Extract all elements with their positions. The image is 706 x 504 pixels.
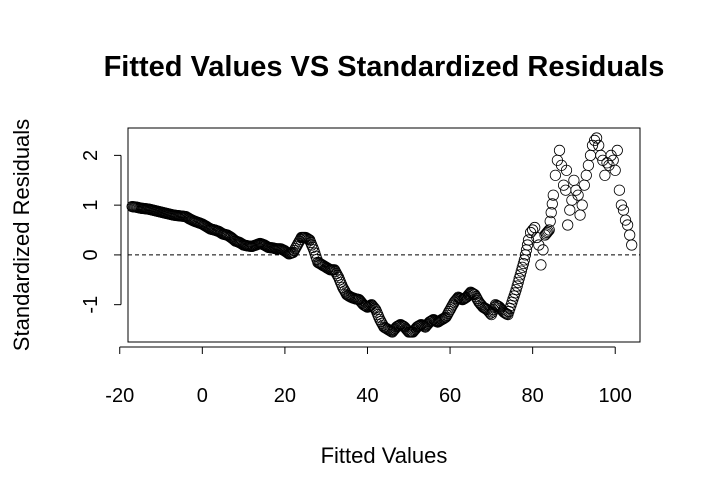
data-point — [601, 157, 613, 169]
data-point — [412, 320, 424, 332]
data-point — [590, 132, 603, 144]
data-point — [541, 226, 553, 239]
y-axis: -1 0 1 2 — [80, 150, 122, 314]
x-tick-label: 100 — [599, 385, 632, 407]
data-point — [586, 139, 599, 151]
data-point — [366, 300, 379, 312]
data-point — [515, 265, 527, 277]
x-tick-label: 40 — [356, 385, 378, 407]
data-point — [599, 169, 611, 181]
data-point — [566, 194, 578, 206]
data-point — [562, 219, 574, 231]
data-point — [511, 280, 523, 292]
data-point — [576, 199, 588, 211]
data-point — [574, 209, 586, 221]
data-point — [609, 164, 621, 176]
data-point — [624, 229, 636, 241]
data-point — [611, 144, 623, 156]
data-point — [564, 204, 576, 216]
data-point — [578, 179, 590, 191]
data-point — [545, 207, 557, 219]
x-tick-label: -20 — [105, 385, 134, 407]
data-point — [439, 312, 451, 324]
data-point — [546, 198, 558, 210]
data-point — [521, 239, 534, 251]
data-point — [301, 233, 314, 245]
data-point — [543, 224, 555, 236]
chart-title: Fitted Values VS Standardized Residuals — [104, 51, 665, 83]
data-point — [370, 304, 382, 316]
data-point — [615, 199, 628, 211]
data-point — [553, 144, 566, 156]
data-point — [537, 244, 549, 256]
y-axis-label: Standardized Residuals — [9, 119, 34, 351]
data-point — [613, 184, 626, 196]
x-tick-label: 0 — [197, 385, 208, 407]
data-point — [306, 239, 318, 251]
x-tick-label: 60 — [439, 385, 461, 407]
data-point — [363, 300, 376, 312]
data-point — [540, 228, 552, 240]
data-point — [568, 174, 580, 186]
data-point — [450, 294, 462, 306]
data-point — [544, 215, 556, 227]
data-point — [522, 234, 535, 246]
data-point — [549, 169, 562, 181]
data-point — [572, 189, 584, 201]
data-point — [461, 290, 474, 302]
data-point — [512, 276, 524, 288]
data-point — [484, 307, 496, 319]
x-tick-label: 80 — [522, 385, 544, 407]
x-axis: -20 0 20 40 60 80 100 — [105, 346, 632, 407]
data-point — [626, 239, 638, 251]
data-point — [619, 214, 632, 226]
data-point — [560, 164, 573, 176]
data-point — [526, 224, 539, 236]
data-point — [516, 261, 528, 273]
data-point — [358, 299, 370, 311]
plot-frame — [127, 127, 641, 343]
data-point — [417, 320, 429, 332]
data-point — [570, 184, 582, 196]
x-axis-label: Fitted Values — [321, 443, 448, 468]
data-point — [535, 259, 547, 271]
data-point — [449, 295, 461, 307]
data-point — [362, 300, 375, 313]
data-point — [510, 284, 522, 296]
data-point — [514, 269, 526, 281]
y-tick-label: 0 — [80, 249, 102, 260]
data-point — [584, 149, 597, 161]
y-tick-label: 2 — [80, 150, 102, 161]
data-point — [580, 169, 592, 181]
data-point — [513, 272, 525, 285]
data-point — [482, 305, 494, 317]
data-point — [582, 159, 595, 171]
data-point — [428, 314, 441, 326]
data-point — [557, 179, 570, 191]
y-tick-label: 1 — [80, 200, 102, 211]
x-tick-label: 20 — [274, 385, 296, 407]
y-tick-label: -1 — [80, 296, 102, 314]
data-point — [547, 189, 559, 201]
data-points — [126, 132, 638, 338]
